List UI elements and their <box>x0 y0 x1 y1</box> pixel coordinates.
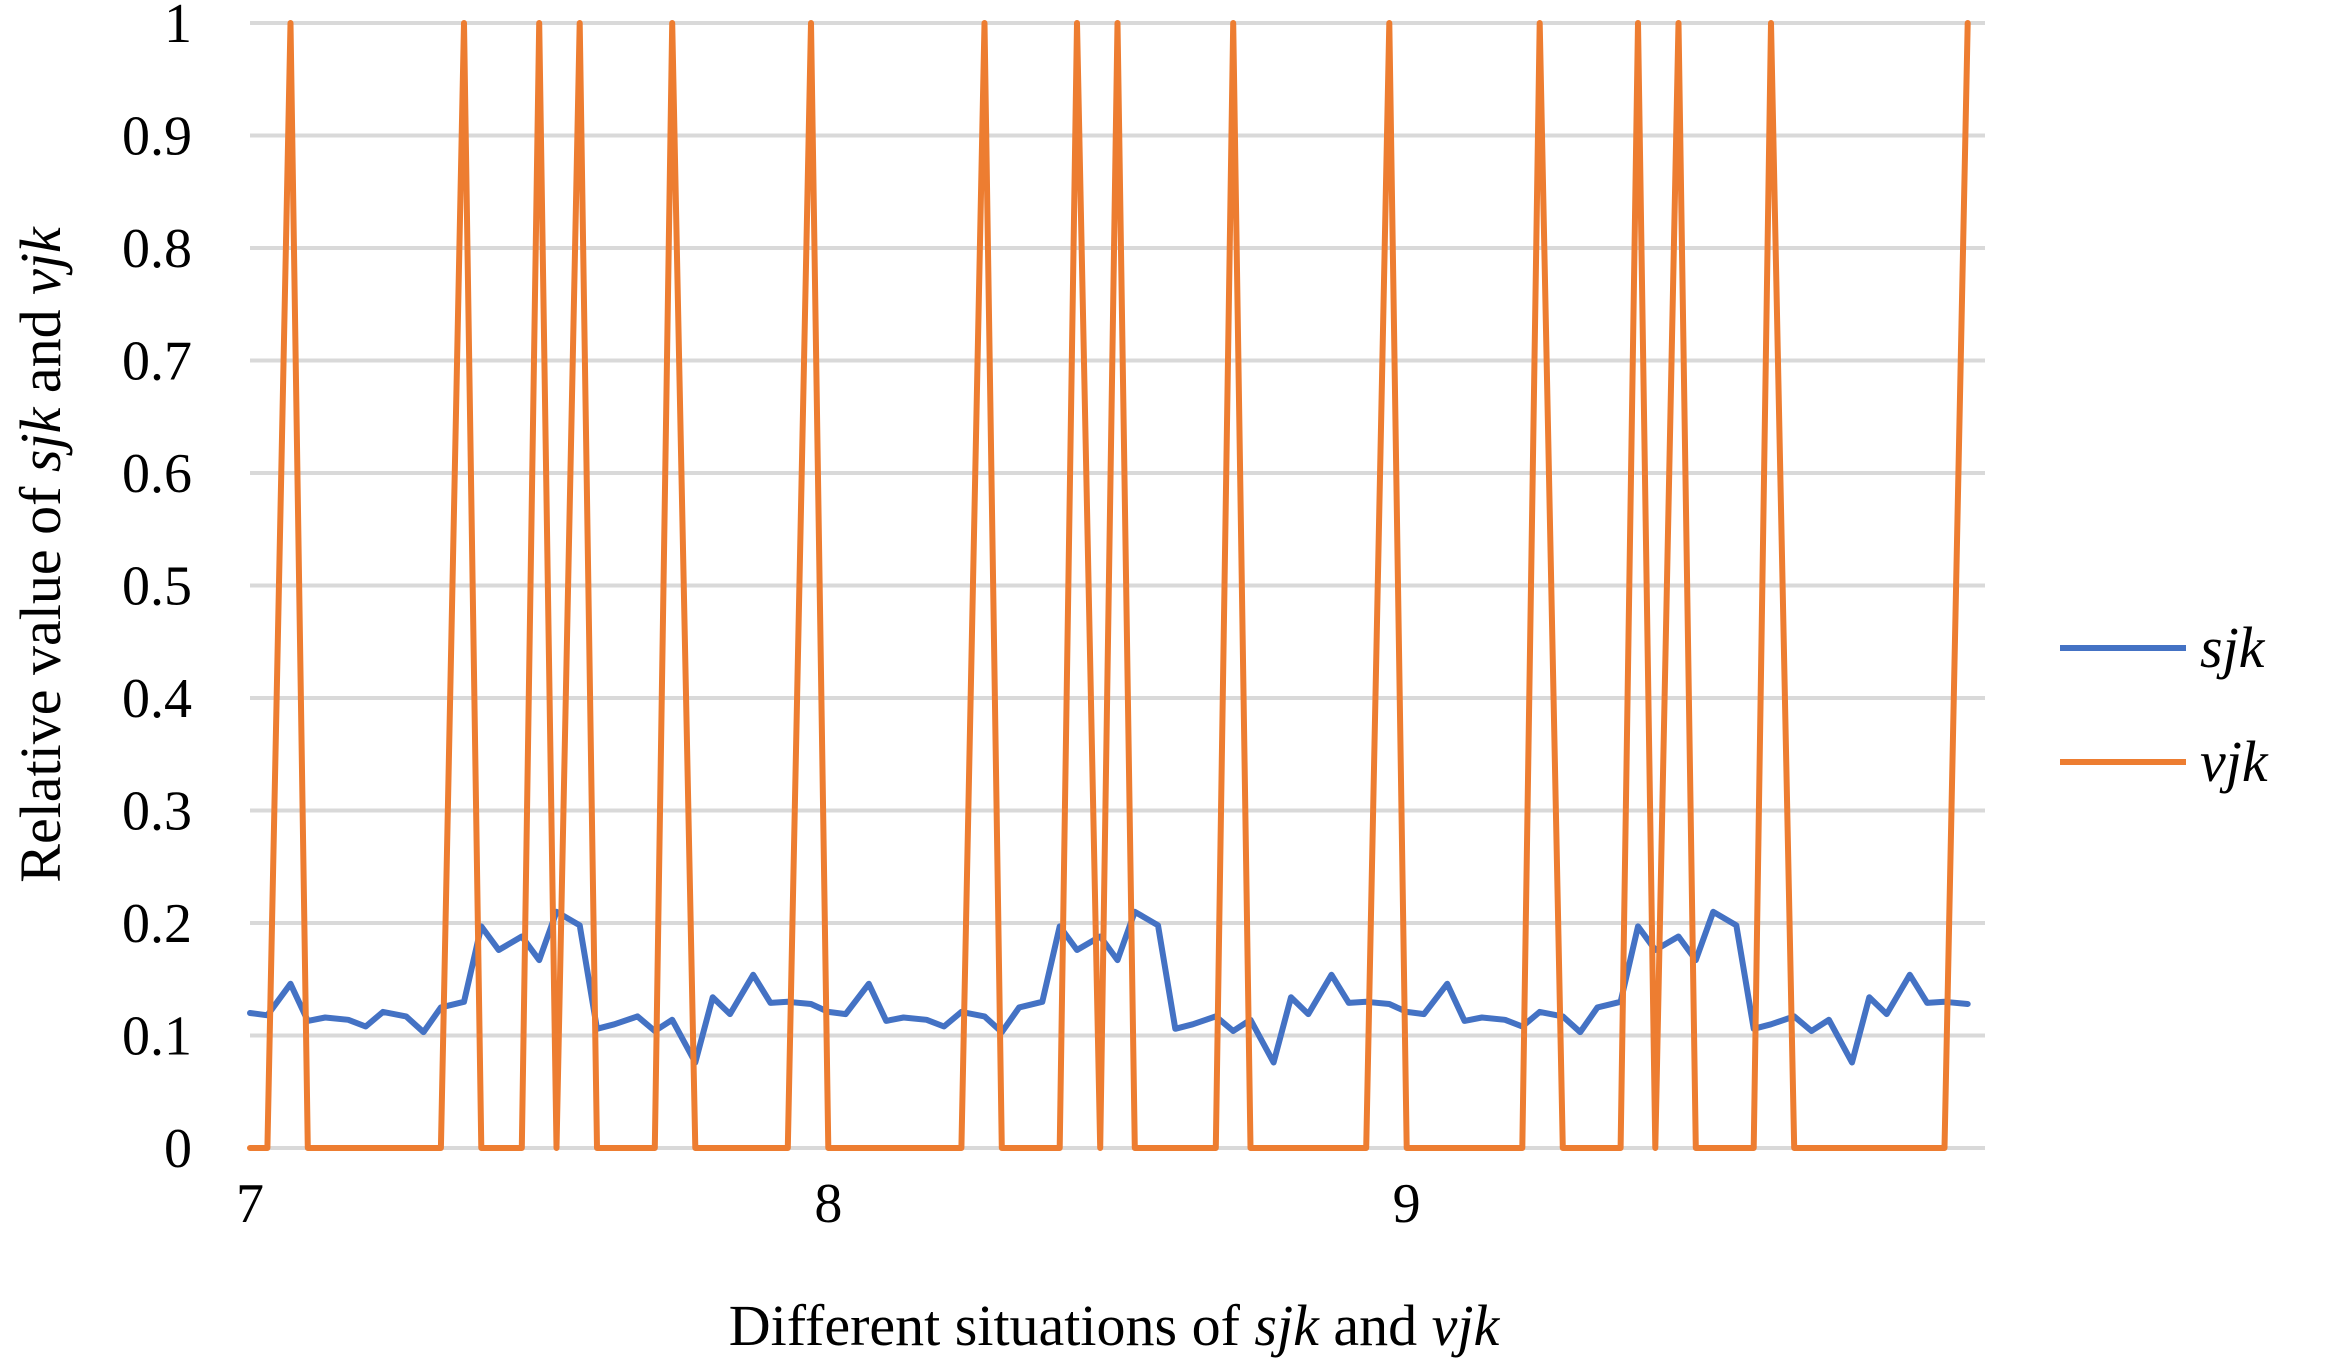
y-tick-label: 0.9 <box>122 106 192 168</box>
x-tick-label: 9 <box>1393 1173 1421 1235</box>
y-axis-title: Relative value of sjk and vjk <box>8 226 73 883</box>
x-tick-label: 8 <box>814 1173 842 1235</box>
series-points-vjk <box>249 22 1968 1149</box>
y-tick-label: 0.3 <box>122 781 192 843</box>
y-tick-label: 0.5 <box>122 556 192 618</box>
y-tick-label: 0.7 <box>122 331 192 393</box>
legend-label-sjk: sjk <box>2200 615 2266 680</box>
y-tick-label: 1 <box>164 0 192 55</box>
y-tick-label: 0 <box>164 1118 192 1180</box>
y-axis-ticks: 0 0.1 0.2 0.3 0.4 0.5 0.6 0.7 0.8 0.9 1 <box>122 0 192 1180</box>
y-tick-label: 0.8 <box>122 218 192 280</box>
legend-label-vjk: vjk <box>2200 729 2269 794</box>
series-points-sjk <box>249 911 1968 1063</box>
y-tick-label: 0.1 <box>122 1006 192 1068</box>
series-line-vjk <box>247 20 1971 1151</box>
y-tick-label: 0.2 <box>122 893 192 955</box>
plot-area <box>247 20 1971 1151</box>
x-tick-label: 7 <box>236 1173 264 1235</box>
x-axis-ticks: 7 8 9 <box>236 1173 1421 1235</box>
legend: sjk vjk <box>2060 615 2269 794</box>
y-tick-label: 0.4 <box>122 668 192 730</box>
series-line-sjk <box>247 908 1971 1066</box>
x-axis-title: Different situations of sjk and vjk <box>729 1293 1501 1358</box>
y-tick-label: 0.6 <box>122 443 192 505</box>
